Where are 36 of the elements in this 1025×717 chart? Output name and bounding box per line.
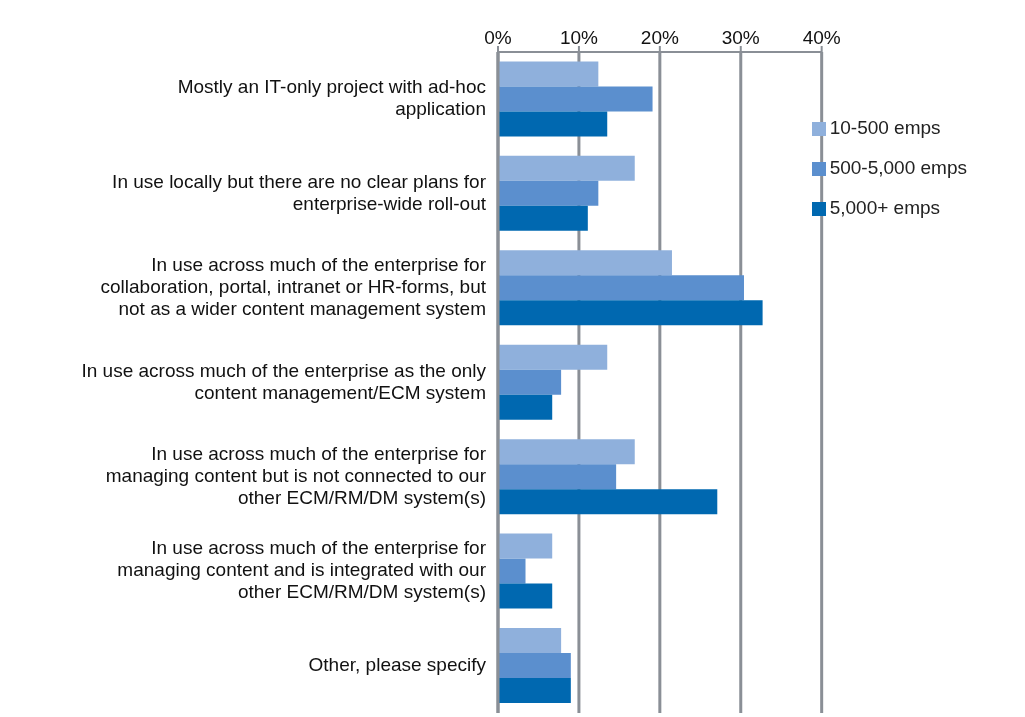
y-tick-label: In use across much of the enterprise as the only content management/ECM system [81,359,487,403]
bar [498,344,608,370]
bar [498,533,553,559]
bar [498,155,635,181]
bar [498,369,562,395]
y-tick-label: In use across much of the enterprise for managing content and is integrated with our other ECM/RM/DM system(s) [117,537,487,603]
legend-label: 500-5,000 emps [829,157,967,178]
bar [498,275,744,301]
bar [498,464,617,490]
bar [498,61,599,87]
x-tick-label: 40% [802,27,841,48]
legend-label: 10-500 emps [829,117,941,138]
bar [498,439,635,465]
bar [498,394,553,420]
y-tick-label: Mostly an IT-only project with ad-hoc application [177,76,486,120]
bar [498,628,562,654]
y-tick-label: In use across much of the enterprise for collaboration, portal, intranet or HR-forms, but not as a wider content management system [100,254,487,320]
x-tick-label: 0% [484,27,512,48]
x-tick-label: 30% [721,27,760,48]
x-tick-label: 10% [559,27,599,48]
bar [498,558,526,584]
bar [498,583,553,609]
bar [498,180,599,206]
bar [498,250,672,276]
bar [498,489,718,515]
bar [498,678,571,704]
bar [498,653,571,679]
bar [498,86,653,112]
bar [498,111,608,137]
x-tick-label: 20% [640,27,679,48]
y-tick-label: Other, please specify [308,653,487,675]
bar [498,205,588,231]
y-tick-label: In use locally but there are no clear plans for enterprise-wide roll-out [112,170,487,214]
bar [498,300,763,326]
y-tick-label: In use across much of the enterprise for managing content but is not connected to our other ECM/RM/DM system(s) [105,442,487,508]
legend-label: 5,000+ emps [829,197,941,218]
